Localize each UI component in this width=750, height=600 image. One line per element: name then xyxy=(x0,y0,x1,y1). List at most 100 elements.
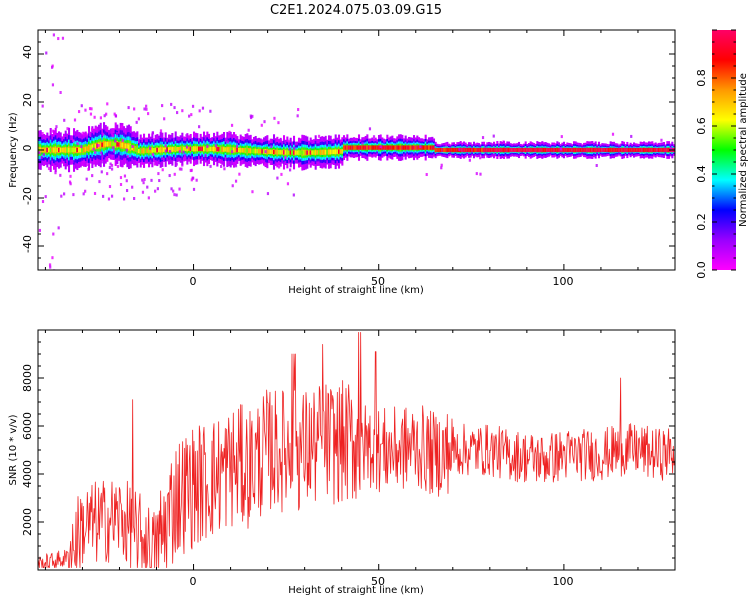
spectrogram-noise xyxy=(595,164,598,168)
spectrogram-peak xyxy=(82,147,86,152)
spectrogram-peak xyxy=(274,149,277,155)
spectrogram-noise xyxy=(127,106,130,110)
spectrogram-peak xyxy=(246,148,249,153)
colorbar-tick-label: 0.0 xyxy=(695,261,708,279)
spectrogram-noise xyxy=(55,125,58,129)
spectrogram-noise xyxy=(48,263,52,267)
spectrogram-peak xyxy=(611,147,614,153)
spectrogram-peak xyxy=(537,147,541,153)
spectrogram-noise xyxy=(191,104,195,108)
spectrogram-noise xyxy=(105,112,108,116)
spectrogram-peak xyxy=(252,148,256,154)
spectrogram-peak xyxy=(646,147,649,153)
spectrogram-noise xyxy=(163,117,166,121)
spectrogram-noise xyxy=(445,143,448,147)
spectrogram-noise xyxy=(115,132,118,136)
spectrogram-peak xyxy=(332,149,336,155)
spectrogram-peak xyxy=(572,147,576,153)
spectrogram-peak xyxy=(127,144,131,149)
spectrogram-noise xyxy=(137,117,140,121)
spectrogram-peak xyxy=(214,146,217,152)
spectrogram-peak xyxy=(589,147,592,153)
spectrogram-peak xyxy=(51,147,54,153)
spectrogram-peak xyxy=(289,150,292,155)
spectrogram-peak xyxy=(171,147,174,152)
spectrogram-peak xyxy=(207,146,211,152)
spectrogram-noise xyxy=(266,192,270,196)
spectrogram-peak xyxy=(139,148,142,154)
spectrogram-noise xyxy=(209,109,212,113)
spectrogram-y-tick: 0 xyxy=(21,145,34,152)
spectrogram-noise xyxy=(181,109,184,113)
spectrogram-peak xyxy=(454,147,457,153)
spectrogram-peak xyxy=(344,145,347,150)
spectrogram-noise xyxy=(192,176,195,180)
spectrogram-peak xyxy=(241,148,244,153)
spectrogram-peak xyxy=(451,147,454,153)
spectrogram-peak xyxy=(469,147,472,153)
spectrogram-peak xyxy=(496,147,499,153)
spectrogram-peak xyxy=(302,150,306,155)
spectrogram-peak xyxy=(172,147,176,152)
spectrogram-noise xyxy=(52,232,55,236)
spectrogram-noise xyxy=(660,138,663,142)
spectrogram-peak xyxy=(599,147,602,153)
spectrogram-peak xyxy=(271,149,274,155)
spectrogram-peak xyxy=(361,145,364,150)
spectrogram-noise xyxy=(215,144,218,148)
spectrogram-peak xyxy=(316,150,319,155)
spectrogram-noise xyxy=(94,126,97,130)
spectrogram-peak xyxy=(609,147,612,153)
spectrogram-peak xyxy=(546,147,549,153)
spectrogram-peak xyxy=(357,145,361,150)
spectrogram-noise xyxy=(182,150,185,154)
spectrogram-peak xyxy=(282,150,286,155)
spectrogram-noise xyxy=(168,150,172,154)
spectrogram-noise xyxy=(379,145,382,149)
spectrogram-noise xyxy=(41,104,44,108)
spectrogram-noise xyxy=(82,192,85,196)
spectrogram-peak xyxy=(309,150,312,155)
spectrogram-noise xyxy=(51,83,55,87)
spectrogram-noise xyxy=(93,191,97,195)
spectrogram-peak xyxy=(527,147,531,153)
spectrogram-peak xyxy=(177,146,181,152)
snr-x-tick: 0 xyxy=(190,575,197,588)
spectrogram-peak xyxy=(364,145,367,150)
spectrogram-noise xyxy=(230,123,234,127)
spectrogram-peak xyxy=(99,142,102,148)
spectrogram-peak xyxy=(151,148,154,153)
spectrogram-peak xyxy=(366,145,369,150)
spectrogram-peak xyxy=(129,145,132,150)
spectrogram-noise xyxy=(112,156,116,160)
colorbar-tick-label: 0.2 xyxy=(695,213,708,231)
spectrogram-peak xyxy=(586,147,589,153)
spectrogram-peak xyxy=(404,145,407,150)
spectrogram-peak xyxy=(242,148,246,153)
spectrogram-noise xyxy=(72,139,75,143)
spectrogram-peak xyxy=(584,147,587,153)
spectrogram-peak xyxy=(562,147,566,153)
spectrogram-noise xyxy=(123,174,127,178)
spectrogram-noise xyxy=(131,144,134,148)
spectrogram-noise xyxy=(630,134,633,138)
spectrogram-peak xyxy=(107,141,111,147)
spectrogram-noise xyxy=(141,162,144,166)
spectrogram-peak xyxy=(489,147,492,153)
spectrogram-noise xyxy=(87,167,90,171)
spectrogram-peak xyxy=(542,147,546,153)
spectrogram-noise xyxy=(234,164,238,168)
spectrogram-peak xyxy=(122,143,126,148)
spectrogram-peak xyxy=(247,148,251,153)
spectrogram-noise xyxy=(440,163,443,167)
spectrogram-noise xyxy=(154,189,157,193)
colorbar-label: Normalized spectral amplitude xyxy=(738,73,749,227)
spectrogram-peak xyxy=(592,147,596,153)
spectrogram-peak xyxy=(436,147,439,153)
spectrogram-peak xyxy=(324,150,327,155)
spectrogram-peak xyxy=(582,147,586,153)
chart-title: C2E1.2024.075.03.09.G15 xyxy=(270,3,442,18)
spectrogram-noise xyxy=(101,160,104,164)
spectrogram-peak xyxy=(161,147,164,152)
spectrogram-noise xyxy=(125,179,128,183)
